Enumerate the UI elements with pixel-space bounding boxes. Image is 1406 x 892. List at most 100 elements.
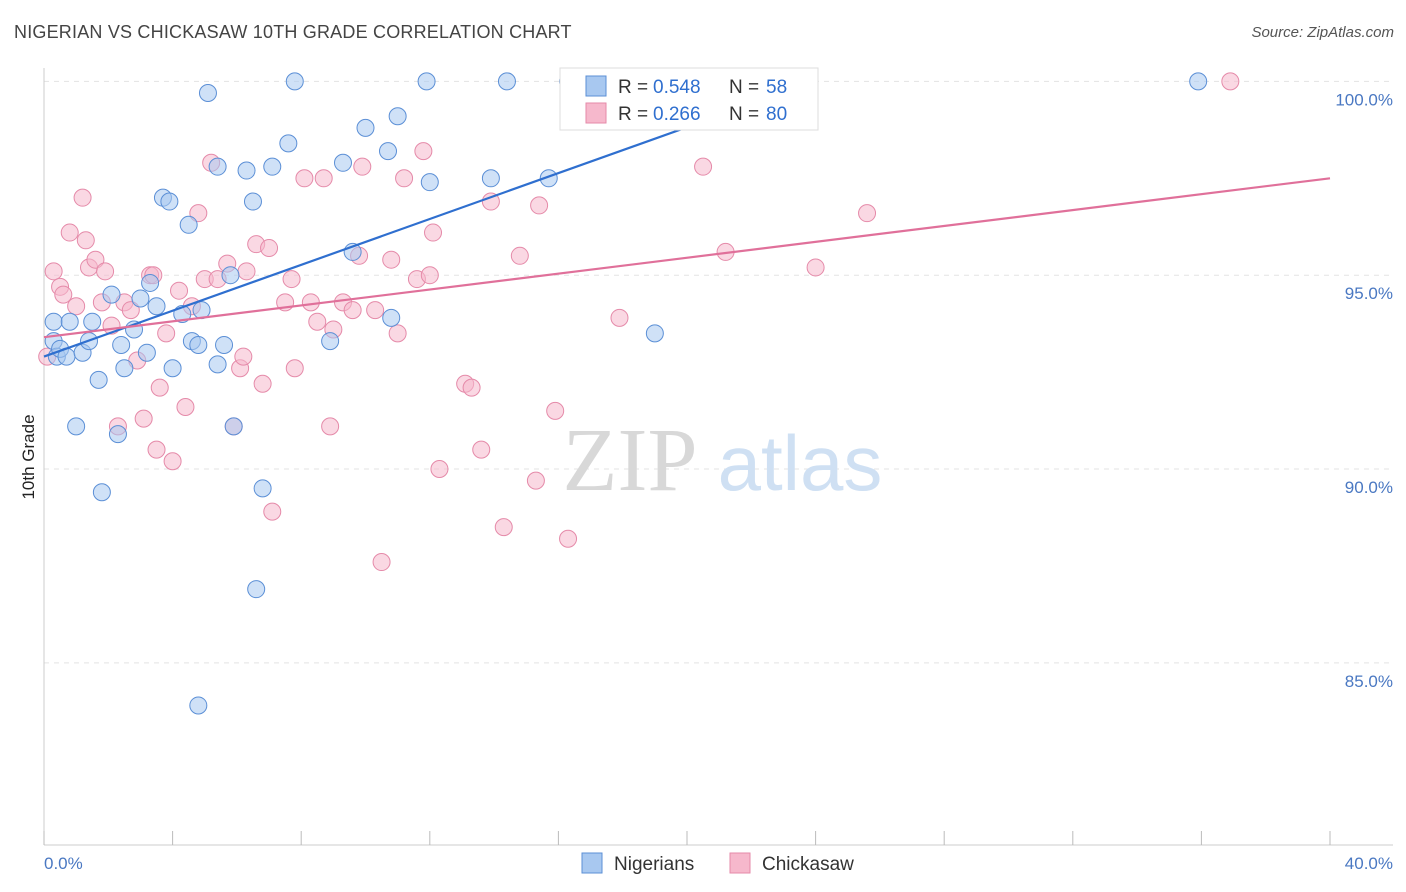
chickasaw-point: [163, 452, 182, 471]
chickasaw-point: [44, 262, 63, 281]
chickasaw-point: [382, 250, 401, 269]
nigerian-point: [60, 312, 79, 331]
watermark-zip: ZIP: [563, 411, 698, 510]
nigerian-point: [141, 273, 160, 292]
nigerian-point: [285, 72, 304, 91]
nigerian-point: [333, 153, 352, 172]
chickasaw-point: [430, 460, 449, 479]
chickasaw-point: [67, 297, 86, 316]
nigerian-point: [189, 335, 208, 354]
chickasaw-point: [694, 157, 713, 176]
watermark-atlas: atlas: [718, 419, 883, 507]
nigerian-point: [420, 173, 439, 192]
legend-bottom-label-nigerians: Nigerians: [614, 854, 694, 875]
y-tick-label: 85.0%: [1345, 672, 1393, 691]
chickasaw-point: [285, 359, 304, 378]
nigerian-point: [497, 72, 516, 91]
chickasaw-point: [134, 409, 153, 428]
chickasaw-point: [295, 169, 314, 188]
nigerian-point: [137, 343, 156, 362]
nigerian-point: [112, 335, 131, 354]
chickasaw-point: [424, 223, 443, 242]
chickasaw-point: [282, 270, 301, 289]
nigerian-point: [147, 297, 166, 316]
legend-bottom-label-chickasaw: Chickasaw: [762, 854, 854, 875]
chickasaw-point: [343, 301, 362, 320]
chickasaw-point: [170, 281, 189, 300]
chickasaw-point: [260, 239, 279, 258]
legend-r-value-blue: 0.548: [653, 77, 701, 98]
chickasaw-point: [301, 293, 320, 312]
chickasaw-point: [237, 262, 256, 281]
chickasaw-point: [308, 312, 327, 331]
y-tick-labels: 85.0% 90.0% 95.0% 100.0%: [1335, 90, 1393, 690]
watermark: ZIP atlas: [563, 411, 883, 510]
nigerian-point: [417, 72, 436, 91]
nigerian-point: [388, 107, 407, 126]
nigerian-point: [356, 118, 375, 137]
chickasaw-point: [530, 196, 549, 215]
axes: [43, 68, 1393, 846]
chickasaw-point: [253, 374, 272, 393]
nigerian-point: [44, 312, 63, 331]
legend-swatch-blue: [585, 75, 607, 97]
chickasaw-point: [76, 231, 95, 250]
chickasaw-point: [494, 518, 513, 537]
nigerian-point: [321, 332, 340, 351]
nigerian-point: [179, 215, 198, 234]
chickasaw-point: [526, 471, 545, 490]
nigerian-point: [382, 308, 401, 327]
chickasaw-point: [96, 262, 115, 281]
nigerian-point: [247, 580, 266, 599]
chickasaw-point: [546, 401, 565, 420]
y-axis-title: 10th Grade: [19, 414, 38, 499]
nigerian-point: [115, 359, 134, 378]
y-tick-label: 95.0%: [1345, 284, 1393, 303]
chickasaw-trend-line: [43, 177, 1331, 339]
y-tick-label: 90.0%: [1345, 478, 1393, 497]
chickasaw-point: [121, 301, 140, 320]
y-tick-label: 100.0%: [1335, 90, 1393, 109]
legend-r-label-pink: R =: [618, 104, 648, 125]
legend-top: R = 0.548 N = 58 R = 0.266 N = 80: [559, 67, 819, 131]
chickasaw-point: [388, 324, 407, 343]
nigerian-point: [108, 425, 127, 444]
legend-bottom: Nigerians Chickasaw: [581, 852, 854, 875]
chickasaw-point: [462, 378, 481, 397]
chart-title: NIGERIAN VS CHICKASAW 10TH GRADE CORRELA…: [14, 22, 572, 42]
nigerian-point: [102, 285, 121, 304]
chickasaw-point: [610, 308, 629, 327]
chickasaw-point: [1221, 72, 1240, 91]
gridlines: [44, 80, 1393, 664]
nigerian-point: [263, 157, 282, 176]
nigerian-point: [160, 192, 179, 211]
nigerian-points: [44, 72, 1208, 715]
chickasaw-point: [510, 246, 529, 265]
nigerian-point: [163, 359, 182, 378]
x-tick-label-max: 40.0%: [1345, 854, 1393, 873]
x-tick-label-min: 0.0%: [44, 854, 83, 873]
chickasaw-point: [472, 440, 491, 459]
chickasaw-point: [176, 397, 195, 416]
nigerian-point: [208, 355, 227, 374]
legend-n-value-pink: 80: [766, 104, 787, 125]
legend-r-value-pink: 0.266: [653, 104, 701, 125]
nigerian-point: [645, 324, 664, 343]
source-label: Source: ZipAtlas.com: [1251, 24, 1394, 41]
nigerian-point: [279, 134, 298, 153]
chickasaw-point: [420, 266, 439, 285]
nigerian-point: [215, 335, 234, 354]
nigerian-point: [379, 142, 398, 161]
nigerian-point: [224, 417, 243, 436]
chickasaw-point: [366, 301, 385, 320]
legend-bottom-swatch-nigerians: [581, 852, 603, 874]
legend-n-value-blue: 58: [766, 77, 787, 98]
chickasaw-point: [73, 188, 92, 207]
nigerian-point: [92, 483, 111, 502]
nigerian-point: [189, 696, 208, 715]
nigerian-point: [1189, 72, 1208, 91]
legend-bottom-swatch-chickasaw: [729, 852, 751, 874]
nigerian-point: [83, 312, 102, 331]
chickasaw-point: [314, 169, 333, 188]
chickasaw-point: [189, 204, 208, 223]
